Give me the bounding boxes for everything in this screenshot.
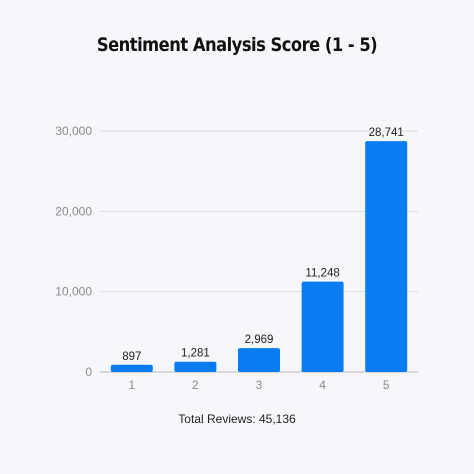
bar-1 xyxy=(110,364,153,372)
y-tick-label: 10,000 xyxy=(55,285,92,299)
y-tick-label: 20,000 xyxy=(55,204,92,218)
bar-5 xyxy=(365,141,408,372)
data-label-3: 2,969 xyxy=(245,334,274,346)
x-tick-label: 4 xyxy=(319,378,326,392)
total-reviews-label: Total Reviews: 45,136 xyxy=(178,412,296,426)
bar-4 xyxy=(301,281,344,372)
data-label-4: 11,248 xyxy=(305,268,339,280)
chart-title: Sentiment Analysis Score (1 - 5) xyxy=(96,34,378,56)
gridlines xyxy=(100,130,418,293)
data-label-2: 1,281 xyxy=(181,348,210,360)
bar-2 xyxy=(174,361,217,372)
bars xyxy=(110,141,408,372)
data-label-1: 897 xyxy=(122,351,141,363)
y-tick-label: 0 xyxy=(85,365,92,379)
x-tick-label: 2 xyxy=(192,378,199,392)
x-tick-label: 3 xyxy=(256,378,263,392)
x-tick-label: 1 xyxy=(128,378,135,392)
data-label-5: 28,741 xyxy=(369,127,404,139)
x-tick-label: 5 xyxy=(383,378,390,392)
y-tick-label: 30,000 xyxy=(55,124,92,138)
labels: 0 10,000 20,000 30,000 897 1 1,281 2 2,969 3 11,24… xyxy=(55,124,403,392)
bar-3 xyxy=(238,348,280,372)
